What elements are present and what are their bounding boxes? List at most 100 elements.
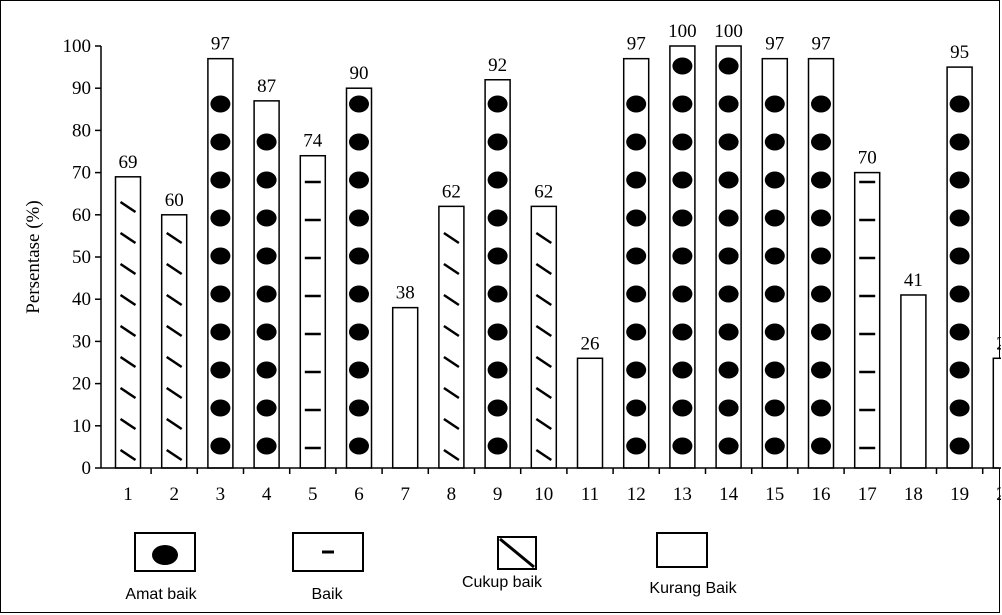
pattern-diagonal: [443, 448, 460, 462]
pattern-dot: [949, 171, 970, 189]
bar: [900, 294, 927, 469]
pattern-dot: [487, 399, 508, 417]
pattern-dot: [349, 323, 369, 341]
data-label: 62: [534, 181, 553, 202]
pattern-dot: [349, 171, 369, 189]
pattern-dot: [672, 133, 693, 151]
pattern-dot: [764, 95, 785, 113]
pattern-dot: [626, 171, 647, 189]
bar-group: 100: [668, 21, 697, 469]
pattern-dot: [256, 285, 277, 303]
pattern-diagonal: [166, 448, 183, 462]
bar-group: 97: [207, 34, 234, 469]
pattern-dot: [210, 133, 231, 151]
pattern-dot: [210, 399, 231, 417]
y-tick-label: 10: [72, 416, 91, 437]
bar: [299, 154, 327, 469]
pattern-diagonal: [443, 262, 460, 276]
pattern-dot: [626, 209, 647, 227]
pattern-dot: [210, 247, 231, 265]
data-label: 70: [858, 148, 877, 169]
pattern-dot: [210, 285, 231, 303]
pattern-diagonal: [119, 262, 137, 276]
y-tick-label: 20: [72, 374, 91, 395]
pattern-diagonal: [535, 293, 552, 307]
data-label: 38: [396, 283, 415, 304]
y-tick-label: 30: [72, 331, 91, 352]
pattern-diagonal: [535, 231, 552, 245]
bar-group: 26: [992, 333, 1001, 469]
pattern-dot: [349, 209, 369, 227]
pattern-dot: [718, 247, 739, 265]
bar-group: 97: [761, 34, 789, 469]
pattern-dot: [210, 209, 231, 227]
pattern-dot: [626, 437, 647, 455]
data-label: 87: [257, 76, 276, 97]
pattern-diagonal: [119, 355, 137, 369]
pattern-dot: [349, 95, 369, 113]
pattern-dot: [626, 285, 647, 303]
pattern-dot: [672, 399, 693, 417]
data-label: 69: [119, 152, 138, 173]
pattern-dot: [949, 399, 970, 417]
pattern-dot: [672, 209, 693, 227]
pattern-dot: [764, 437, 785, 455]
pattern-diagonal: [119, 200, 137, 214]
y-tick-label: 100: [63, 36, 92, 57]
pattern-diagonal: [443, 231, 460, 245]
legend: Amat baik Baik Cukup baik Kurang Baik: [125, 532, 738, 603]
legend-label: Cukup baik: [462, 574, 543, 591]
pattern-dot: [764, 171, 785, 189]
pattern-dot: [672, 95, 693, 113]
pattern-dot: [349, 133, 369, 151]
pattern-diagonal: [443, 293, 460, 307]
pattern-dot: [718, 57, 739, 75]
pattern-dot: [718, 437, 739, 455]
pattern-dot: [811, 95, 831, 113]
x-tick-label: 14: [719, 484, 739, 505]
pattern-dot: [764, 133, 785, 151]
bars-group: 69 60 97 87 74 90 38 62 92 62 26 97 100 100 97 97 70 41 95…: [114, 21, 1001, 469]
pattern-dot: [949, 133, 970, 151]
pattern-dot: [487, 171, 508, 189]
pattern-diagonal: [119, 448, 137, 462]
pattern-dot: [949, 361, 970, 379]
pattern-dot: [672, 285, 693, 303]
legend-label: Kurang Baik: [649, 580, 737, 597]
bar: [391, 306, 419, 469]
pattern-diagonal: [535, 448, 552, 462]
x-tick-label: 1: [123, 484, 133, 505]
data-label: 100: [714, 21, 743, 42]
pattern-dot: [626, 247, 647, 265]
x-tick-label: 12: [627, 484, 646, 505]
bar-group: 38: [391, 283, 419, 469]
pattern-dot: [487, 361, 508, 379]
data-label: 100: [668, 21, 697, 42]
legend-label: Baik: [311, 586, 343, 603]
pattern-diagonal: [119, 324, 137, 338]
pattern-dot: [626, 323, 647, 341]
pattern-dot: [949, 247, 970, 265]
y-tick-label: 40: [72, 289, 91, 310]
pattern-dot: [210, 95, 231, 113]
data-label: 95: [950, 42, 969, 63]
pattern-dot: [487, 247, 508, 265]
pattern-dot: [487, 133, 508, 151]
pattern-diagonal: [166, 386, 183, 400]
pattern-diagonal: [119, 417, 137, 431]
pattern-dot: [718, 133, 739, 151]
data-label: 62: [442, 181, 461, 202]
data-label: 92: [488, 55, 507, 76]
pattern-dot: [718, 285, 739, 303]
pattern-dot: [672, 57, 693, 75]
legend-label: Amat baik: [125, 586, 197, 603]
pattern-diagonal: [119, 231, 137, 245]
bar-group: 100: [714, 21, 743, 469]
pattern-dot: [718, 361, 739, 379]
pattern-diagonal: [535, 262, 552, 276]
pattern-dot: [256, 323, 277, 341]
pattern-dot: [718, 323, 739, 341]
pattern-dot: [718, 399, 739, 417]
legend-item: Kurang Baik: [649, 532, 738, 597]
legend-swatch: [292, 532, 364, 572]
